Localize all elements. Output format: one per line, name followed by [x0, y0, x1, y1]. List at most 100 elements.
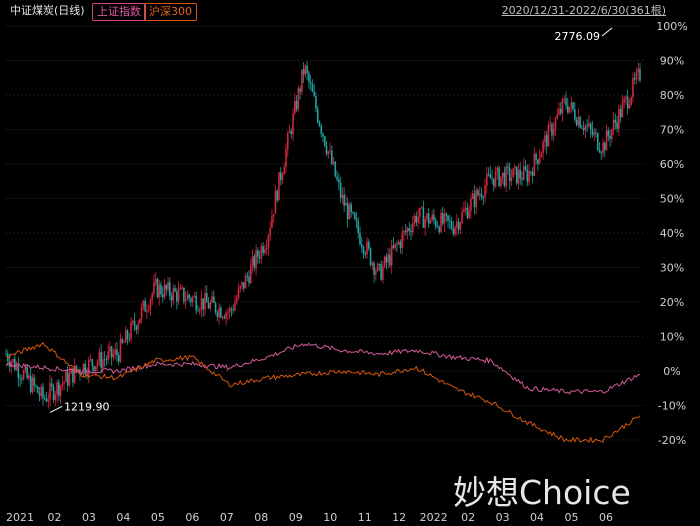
- legend-shanghai-index[interactable]: 上证指数: [92, 3, 146, 21]
- candle-body: [218, 307, 220, 317]
- candle-body: [109, 346, 111, 352]
- candle-body: [167, 282, 169, 290]
- candle-body: [47, 399, 50, 402]
- candle-body: [308, 73, 310, 83]
- candle-body: [635, 72, 638, 80]
- candle-body: [404, 231, 407, 233]
- candle-body: [165, 284, 168, 290]
- candle-body: [139, 318, 141, 324]
- candle-body: [221, 317, 224, 318]
- candle-body: [315, 96, 317, 109]
- candle-body: [197, 310, 199, 312]
- candle-body: [378, 263, 381, 265]
- candle-body: [260, 246, 263, 259]
- y-tick-label: 20%: [660, 296, 684, 309]
- candle-body: [480, 193, 483, 198]
- candle-body: [633, 77, 636, 80]
- candle-body: [487, 174, 490, 175]
- candle-body: [59, 385, 62, 396]
- candle-body: [390, 245, 393, 266]
- candle-body: [382, 266, 384, 280]
- candle-body: [454, 227, 456, 235]
- candle-body: [43, 398, 46, 400]
- candle-body: [12, 358, 14, 362]
- candle-body: [577, 116, 580, 126]
- candle-body: [35, 385, 37, 387]
- candle-body: [558, 108, 560, 115]
- candle-body: [156, 279, 159, 298]
- candle-body: [394, 243, 397, 248]
- candle-body: [510, 177, 513, 182]
- candle-body: [181, 287, 183, 289]
- candle-body: [24, 366, 27, 372]
- candle-body: [114, 349, 116, 355]
- candle-body: [420, 207, 423, 209]
- candle-body: [508, 167, 511, 182]
- candle-body: [49, 383, 51, 400]
- candle-body: [327, 151, 330, 154]
- candle-body: [158, 284, 161, 298]
- candle-body: [239, 286, 242, 289]
- legend-hs300[interactable]: 沪深300: [144, 3, 197, 21]
- candle-body: [124, 330, 127, 343]
- candle-body: [503, 172, 506, 186]
- candle-body: [581, 127, 583, 129]
- candle-body: [419, 207, 421, 217]
- x-tick-label: 03: [82, 511, 96, 524]
- candle-body: [436, 226, 439, 228]
- candle-body: [373, 263, 375, 275]
- candle-body: [422, 207, 425, 228]
- candle-body: [380, 263, 382, 280]
- date-range[interactable]: 2020/12/31-2022/6/30(361根): [501, 4, 666, 17]
- candle-body: [586, 125, 588, 127]
- candle-body: [475, 190, 478, 208]
- candle-body: [154, 279, 157, 283]
- candle-body: [545, 135, 548, 147]
- candle-body: [433, 214, 435, 220]
- candle-body: [493, 178, 495, 187]
- candle-body: [193, 295, 196, 298]
- candle-body: [443, 213, 446, 224]
- candle-body: [176, 291, 178, 302]
- candle-body: [258, 256, 261, 259]
- candle-body: [346, 202, 349, 220]
- candle-body: [299, 88, 301, 92]
- candle-body: [279, 172, 282, 181]
- x-tick-label: 11: [358, 511, 372, 524]
- candle-body: [265, 247, 268, 250]
- candle-body: [482, 197, 485, 199]
- y-tick-label: 50%: [660, 193, 684, 206]
- candle-body: [588, 123, 590, 127]
- candle-body: [28, 375, 30, 379]
- candle-body: [297, 88, 300, 110]
- candle-body: [570, 102, 573, 108]
- candle-body: [322, 133, 324, 137]
- candle-body: [21, 378, 23, 380]
- candle-body: [489, 174, 492, 179]
- candle-body: [93, 366, 95, 372]
- candle-body: [331, 150, 333, 164]
- candle-body: [223, 317, 226, 319]
- candle-body: [237, 288, 240, 299]
- candle-body: [369, 248, 372, 266]
- candle-body: [366, 241, 368, 255]
- candle-body: [216, 312, 219, 317]
- candle-body: [537, 159, 539, 164]
- candle-body: [205, 292, 208, 303]
- candle-body: [230, 308, 233, 310]
- candle-body: [466, 207, 469, 218]
- candle-body: [505, 166, 507, 186]
- candle-body: [144, 300, 146, 312]
- candle-body: [146, 310, 148, 312]
- candle-body: [415, 215, 418, 223]
- candle-body: [96, 362, 99, 366]
- x-tick-label: 2022: [420, 511, 448, 524]
- candle-body: [98, 352, 101, 363]
- candle-body: [447, 215, 449, 221]
- candle-body: [227, 312, 229, 314]
- candle-body: [355, 218, 358, 222]
- candle-body: [105, 359, 108, 361]
- candle-body: [73, 365, 76, 383]
- candle-body: [72, 368, 74, 383]
